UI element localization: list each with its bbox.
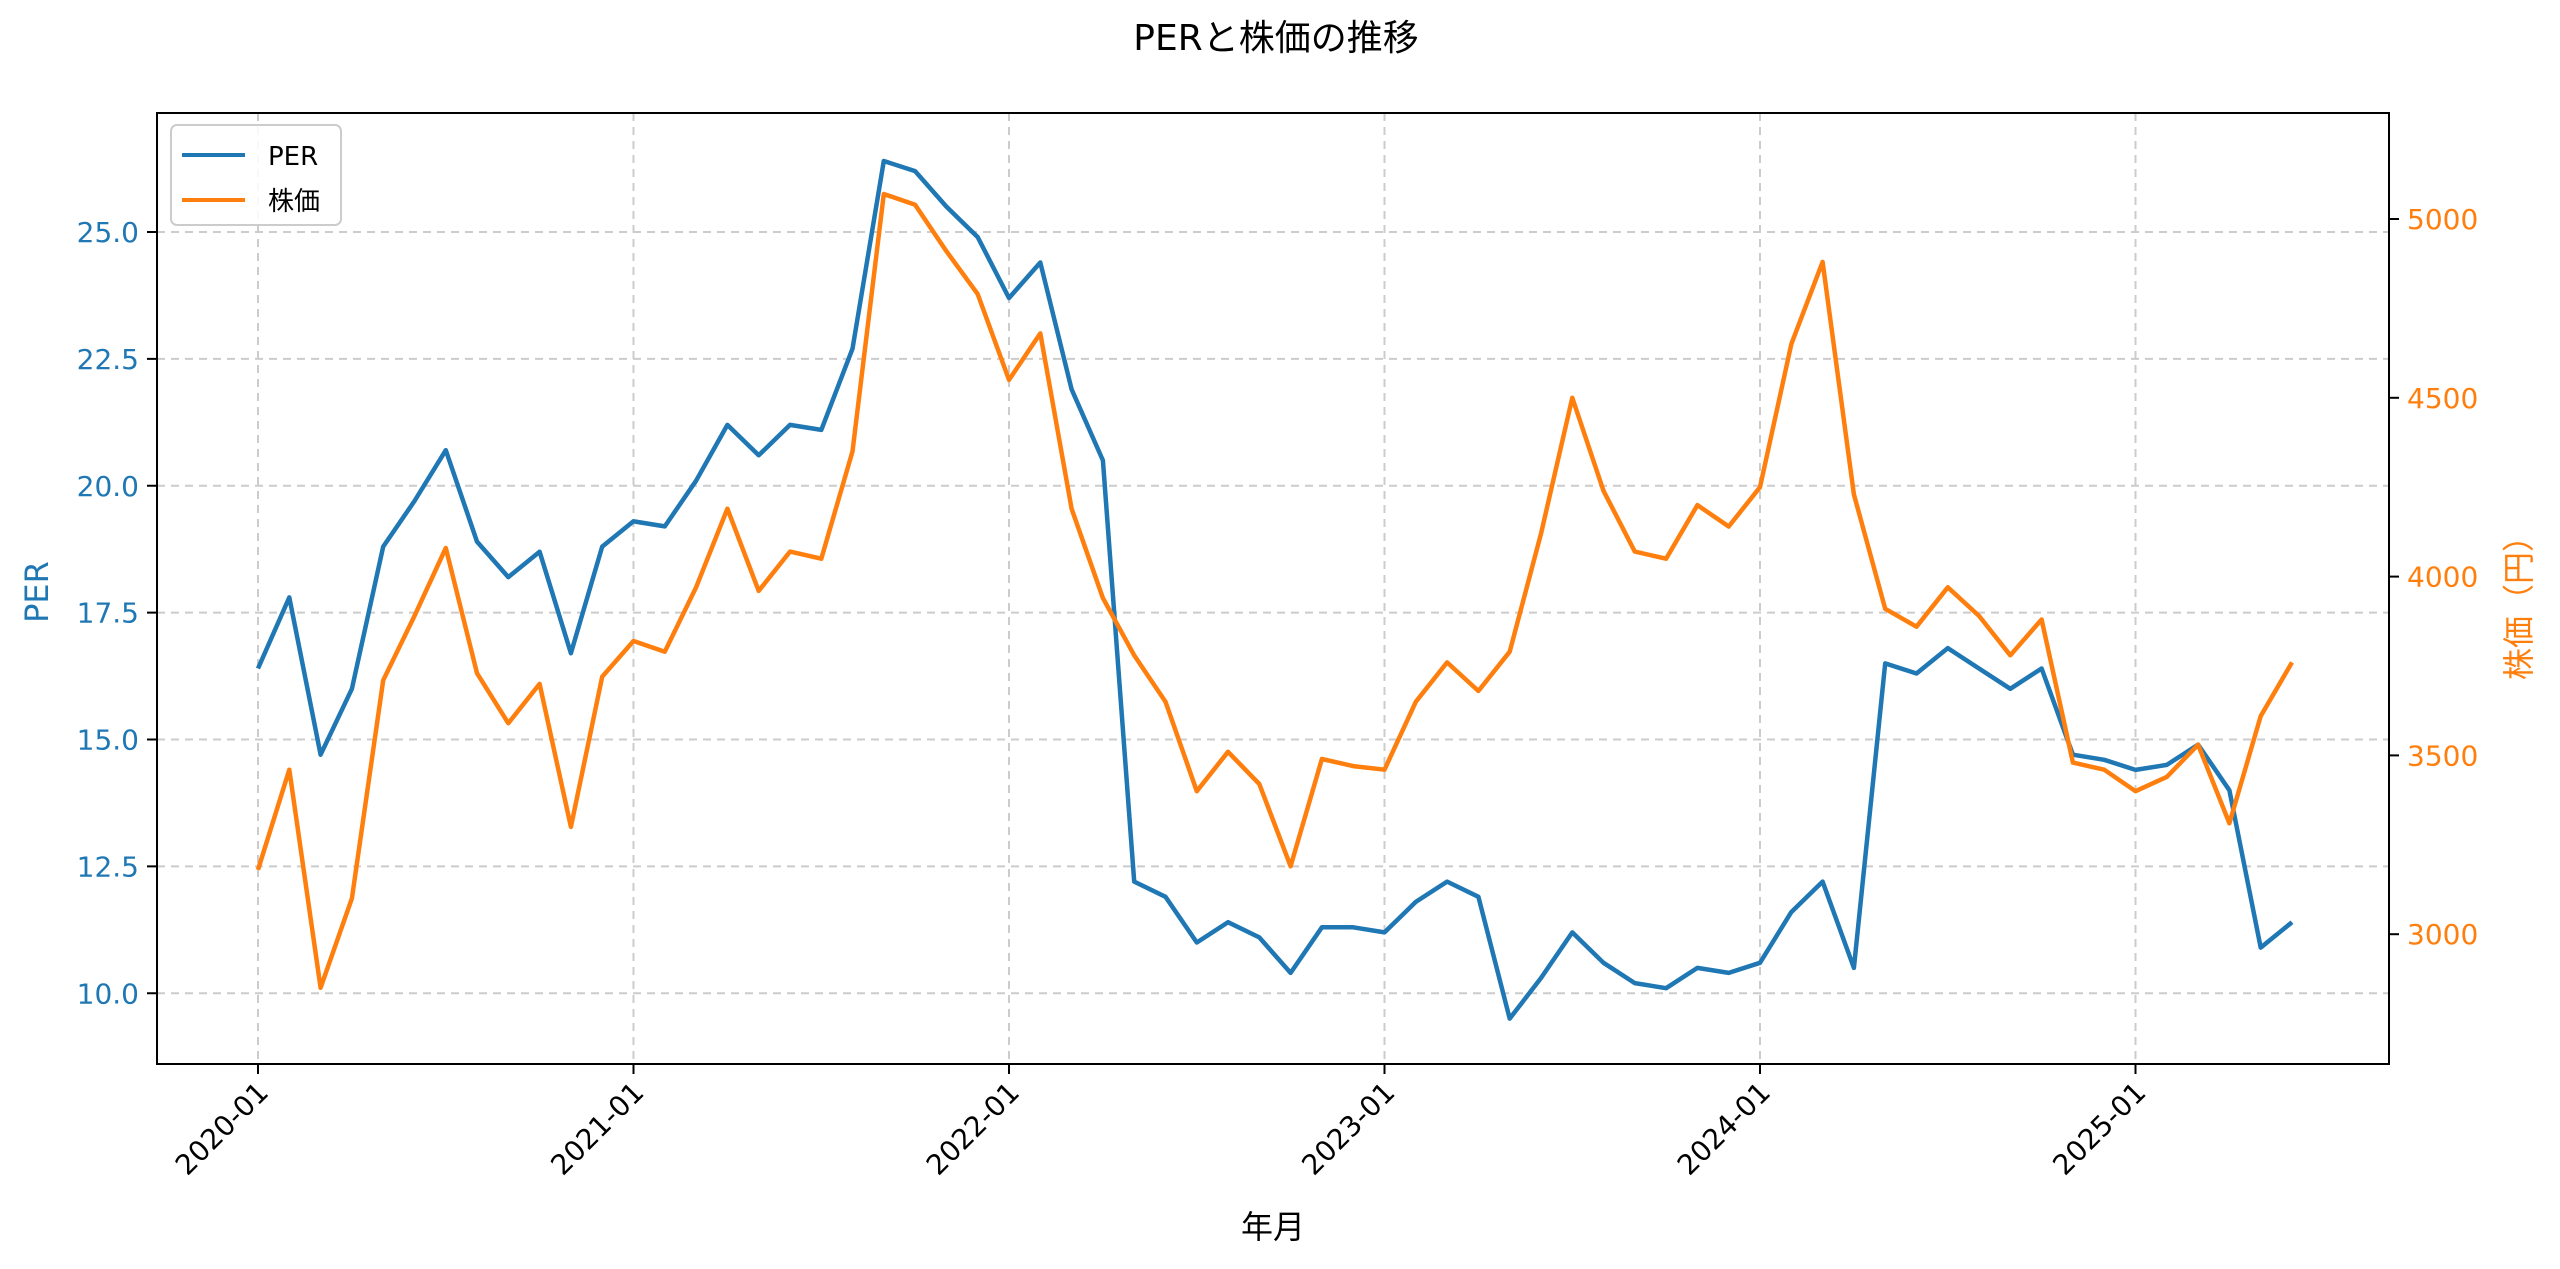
y-left-tick-label: 25.0 [77, 216, 139, 249]
legend-price-label: 株価 [268, 187, 320, 217]
chart-title: PERと株価の推移 [1133, 18, 1418, 59]
y-left-tick-label: 12.5 [77, 850, 139, 883]
series-per-line [255, 158, 2294, 1021]
legend: PER 株価 [170, 124, 342, 226]
plot-frame [156, 112, 2390, 1065]
y-axis-right-label: 株価（円） [2500, 520, 2538, 680]
x-tick-label: 2022-01 [920, 1076, 1026, 1182]
y-right-tick-label: 3000 [2407, 918, 2478, 951]
y-left-tick-label: 22.5 [77, 343, 139, 376]
y-right-tick-label: 3500 [2407, 739, 2478, 772]
y-right-tick-label: 5000 [2407, 203, 2478, 236]
y-left-tick-label: 15.0 [77, 724, 139, 757]
y-left-tick-label: 10.0 [77, 977, 139, 1010]
x-tick-label: 2024-01 [1671, 1076, 1777, 1182]
legend-per-label: PER [268, 142, 318, 172]
x-tick-label: 2023-01 [1295, 1076, 1401, 1182]
y-axis-left-label: PER [18, 561, 56, 623]
x-tick-label: 2020-01 [169, 1076, 275, 1182]
y-left-tick-label: 20.0 [77, 470, 139, 503]
series [255, 158, 2294, 1021]
y-right-tick-label: 4500 [2407, 382, 2478, 415]
x-axis-label: 年月 [1241, 1208, 1305, 1246]
y-right-tick-label: 4000 [2407, 561, 2478, 594]
series-price-line [255, 191, 2294, 991]
y-left-tick-label: 17.5 [77, 597, 139, 630]
x-tick-label: 2021-01 [544, 1076, 650, 1182]
y-axis-left: 10.0 12.5 15.0 17.5 20.0 22.5 25.0 [77, 216, 157, 1010]
y-axis-right: 3000 3500 4000 4500 5000 [2389, 203, 2478, 951]
grid [157, 113, 2389, 1064]
x-axis: 2020-01 2021-01 2022-01 2023-01 2024-01 2025-… [169, 1064, 2152, 1182]
x-tick-label: 2025-01 [2046, 1076, 2152, 1182]
